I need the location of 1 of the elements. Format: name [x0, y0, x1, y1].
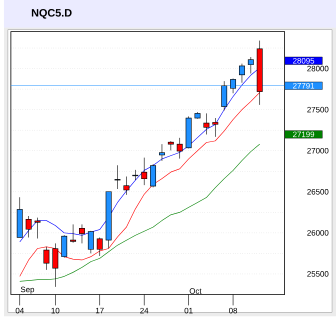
chart-title: NQC5.D — [32, 9, 72, 19]
